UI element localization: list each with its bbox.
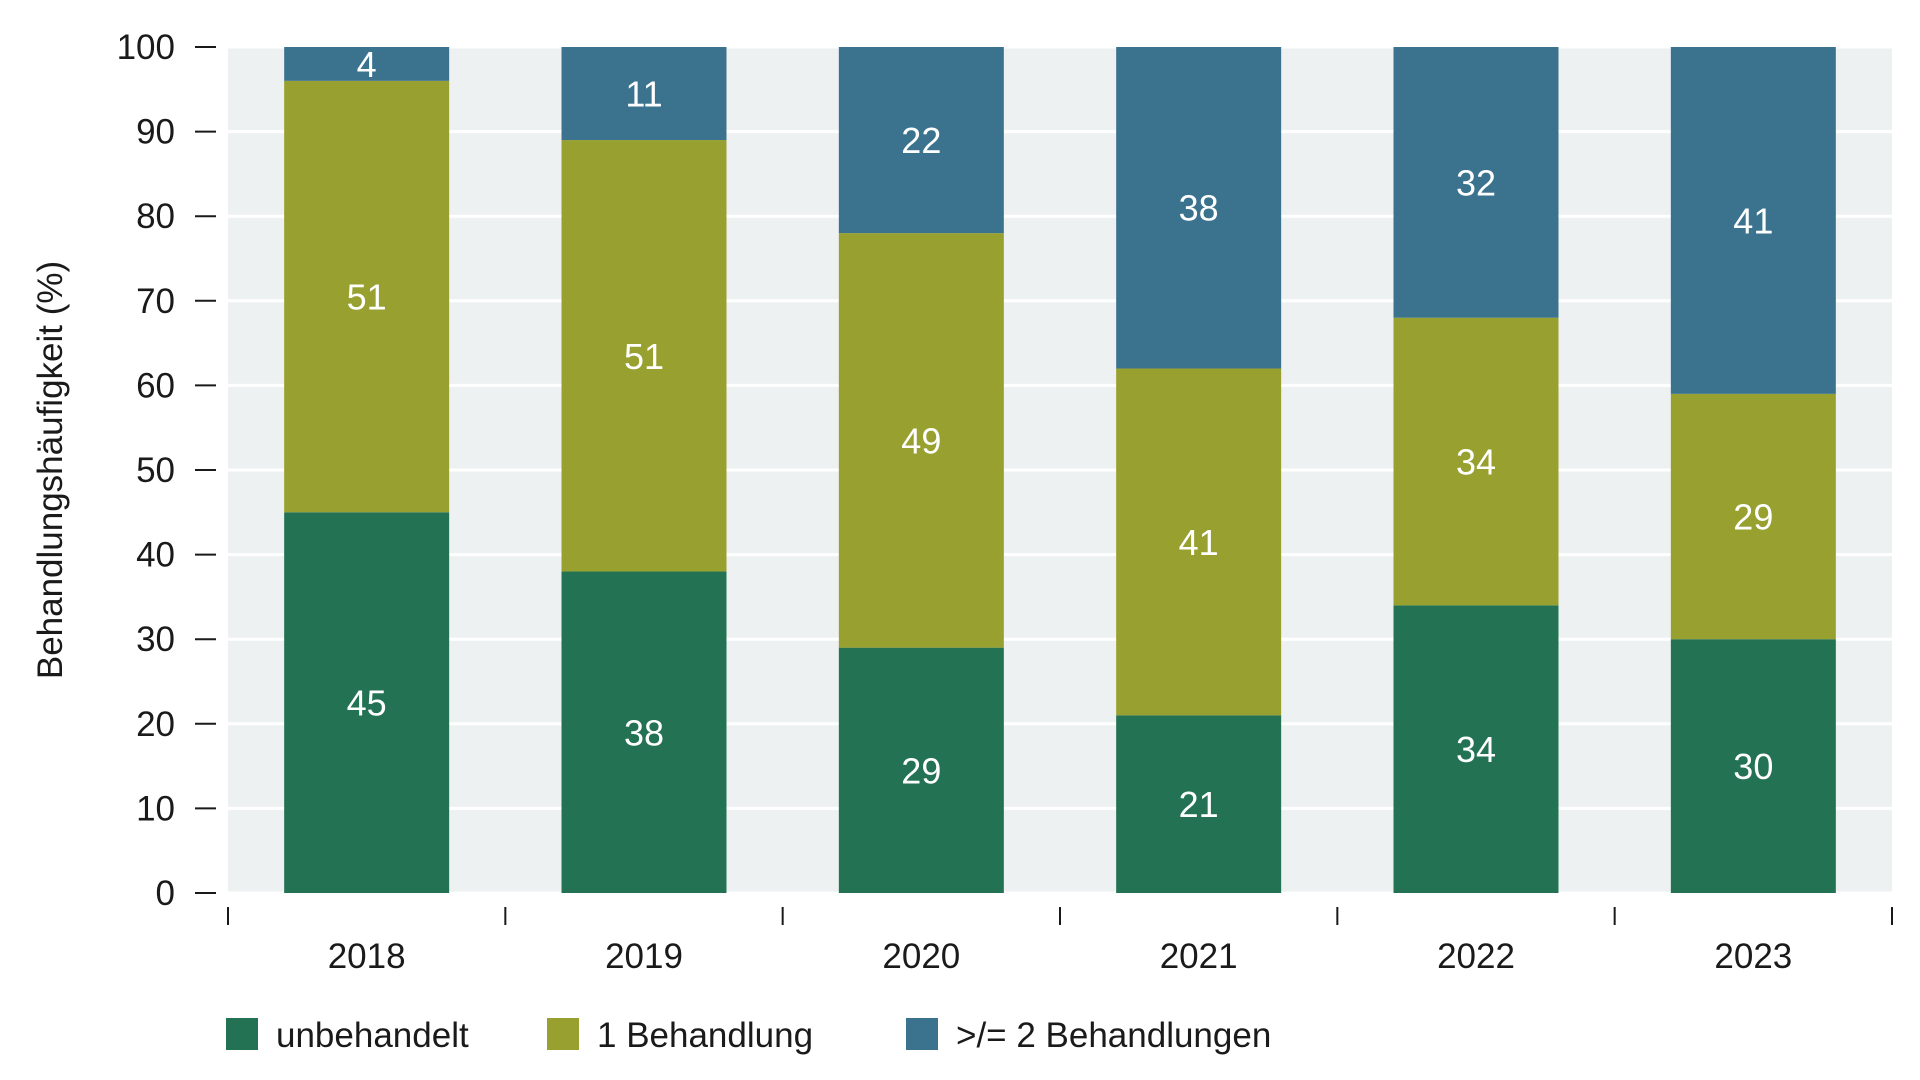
x-tick-label-2018: 2018 xyxy=(328,937,406,976)
bar-segment-2019-series-3 xyxy=(561,47,727,141)
x-tick-label-2023: 2023 xyxy=(1714,937,1792,976)
gridlines xyxy=(228,45,1892,895)
bar-segment-2020-series-1 xyxy=(838,647,1004,893)
data-label-2022-series-1: 34 xyxy=(1456,729,1496,770)
y-tick-label: 40 xyxy=(136,536,175,575)
bar-segment-2021-series-3 xyxy=(1116,47,1282,369)
y-tick-label: 60 xyxy=(136,366,175,405)
y-tick-label: 100 xyxy=(117,28,175,67)
bar-segment-2021-series-1 xyxy=(1116,715,1282,893)
y-tick-label: 0 xyxy=(156,874,175,913)
data-label-2021-series-3: 38 xyxy=(1179,188,1219,229)
y-tick-label: 50 xyxy=(136,451,175,490)
bar-segment-2023-series-2 xyxy=(1670,393,1836,640)
legend-swatch-1 xyxy=(226,1018,258,1050)
legend-label-3: >/= 2 Behandlungen xyxy=(956,1016,1271,1055)
data-label-2020-series-2: 49 xyxy=(901,420,941,461)
data-label-2019-series-3: 11 xyxy=(625,74,662,115)
data-label-2023-series-1: 30 xyxy=(1733,746,1773,787)
bar-segment-2022-series-2 xyxy=(1393,317,1559,606)
y-tick-label: 80 xyxy=(136,197,175,236)
bar-segment-2019-series-1 xyxy=(561,571,727,893)
bar-segment-2020-series-3 xyxy=(838,47,1004,234)
bar-segment-2022-series-3 xyxy=(1393,47,1559,318)
data-label-2023-series-3: 41 xyxy=(1733,200,1773,241)
data-label-2018-series-3: 4 xyxy=(357,44,377,85)
legend-swatch-3 xyxy=(906,1018,938,1050)
bar-segment-2019-series-2 xyxy=(561,140,727,572)
data-label-2018-series-1: 45 xyxy=(347,683,387,724)
bar-segment-2018-series-3 xyxy=(284,47,450,81)
data-label-2019-series-2: 51 xyxy=(624,336,664,377)
bar-segment-2021-series-2 xyxy=(1116,368,1282,716)
y-axis-title: Behandlungshäufigkeit (%) xyxy=(31,261,70,679)
x-tick-label-2020: 2020 xyxy=(882,937,960,976)
bars: 45 51 4 38 51 11 29 49 22 21 41 38 34 34 32 30 29 41 xyxy=(284,44,1836,893)
data-label-2021-series-2: 41 xyxy=(1179,522,1219,563)
y-tick-label: 90 xyxy=(136,113,175,152)
y-tick-label: 70 xyxy=(136,282,175,321)
data-label-2021-series-1: 21 xyxy=(1179,784,1219,825)
x-tick-label-2022: 2022 xyxy=(1437,937,1515,976)
legend-label-2: 1 Behandlung xyxy=(597,1016,813,1055)
legend-swatch-2 xyxy=(547,1018,579,1050)
x-axis: 2018 2019 2020 2021 2022 2023 xyxy=(227,907,1893,976)
legend-label-1: unbehandelt xyxy=(276,1016,469,1055)
y-tick-label: 30 xyxy=(136,620,175,659)
legend: unbehandelt 1 Behandlung >/= 2 Behandlunge… xyxy=(226,1016,1271,1055)
bar-segment-2023-series-1 xyxy=(1670,639,1836,893)
data-label-2020-series-3: 22 xyxy=(901,120,941,161)
bar-segment-2018-series-2 xyxy=(284,80,450,513)
data-label-2022-series-3: 32 xyxy=(1456,162,1496,203)
y-tick-label: 10 xyxy=(136,789,175,828)
x-tick-label-2019: 2019 xyxy=(605,937,683,976)
y-tick-label: 20 xyxy=(136,705,175,744)
bar-segment-2018-series-1 xyxy=(284,512,450,893)
bar-segment-2020-series-2 xyxy=(838,233,1004,648)
data-label-2018-series-2: 51 xyxy=(347,277,387,318)
y-axis: 0 10 20 30 40 50 60 70 80 90 100 xyxy=(117,28,216,913)
data-label-2020-series-1: 29 xyxy=(901,750,941,791)
x-tick-label-2021: 2021 xyxy=(1160,937,1238,976)
data-label-2023-series-2: 29 xyxy=(1733,497,1773,538)
data-label-2022-series-2: 34 xyxy=(1456,442,1496,483)
bar-segment-2022-series-1 xyxy=(1393,605,1559,893)
bar-segment-2023-series-3 xyxy=(1670,47,1836,394)
data-label-2019-series-1: 38 xyxy=(624,712,664,753)
